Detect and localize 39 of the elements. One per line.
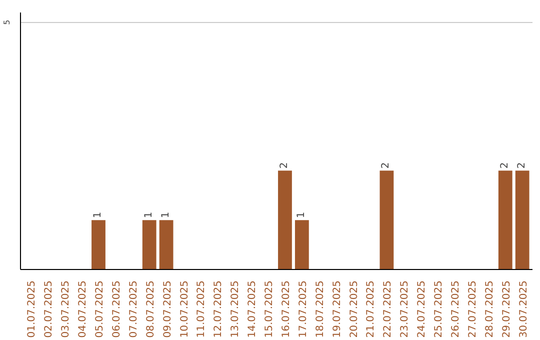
x-tick-label: 30.07.2025: [518, 280, 530, 338]
x-tick-label: 16.07.2025: [280, 280, 292, 338]
data-label: 1: [143, 212, 154, 218]
x-tick-label: 23.07.2025: [400, 280, 411, 338]
x-tick-label: 27.07.2025: [467, 280, 478, 338]
x-tick-label: 29.07.2025: [501, 280, 512, 338]
x-tick-label: 22.07.2025: [382, 280, 394, 338]
x-tick-label: 05.07.2025: [94, 280, 106, 338]
x-tick-label: 15.07.2025: [264, 280, 276, 338]
data-label: 2: [380, 162, 392, 169]
data-label: 1: [296, 212, 307, 218]
x-tick-label: 13.07.2025: [230, 280, 242, 338]
data-label: 2: [278, 162, 290, 169]
x-tick-label: 26.07.2025: [450, 280, 462, 338]
x-tick-label: 04.07.2025: [78, 280, 89, 338]
x-tick-label: 18.07.2025: [314, 280, 326, 338]
x-tick-label: 21.07.2025: [366, 280, 377, 338]
data-label: 2: [516, 162, 528, 169]
x-tick-label: 02.07.2025: [44, 280, 55, 338]
x-tick-label: 10.07.2025: [179, 280, 190, 338]
x-tick-label: 01.07.2025: [26, 280, 38, 338]
data-label: 1: [160, 212, 172, 218]
x-tick-label: 03.07.2025: [60, 280, 72, 338]
x-tick-label: 11.07.2025: [196, 280, 208, 338]
data-label: 1: [92, 212, 104, 218]
x-tick-label: 28.07.2025: [484, 280, 496, 338]
x-tick-label: 06.07.2025: [111, 280, 122, 338]
x-tick-label: 25.07.2025: [434, 280, 445, 338]
data-label: 2: [499, 162, 510, 169]
x-tick-label: 08.07.2025: [145, 280, 156, 338]
x-tick-label: 09.07.2025: [162, 280, 174, 338]
y-tick-label: 5: [2, 20, 12, 25]
x-tick-label: 24.07.2025: [416, 280, 428, 338]
x-tick-label: 14.07.2025: [247, 280, 258, 338]
x-tick-label: 20.07.2025: [348, 280, 360, 338]
x-tick-label: 12.07.2025: [213, 280, 224, 338]
x-tick-label: 19.07.2025: [332, 280, 343, 338]
x-tick-label: 07.07.2025: [128, 280, 140, 338]
x-tick-label: 17.07.2025: [298, 280, 309, 338]
